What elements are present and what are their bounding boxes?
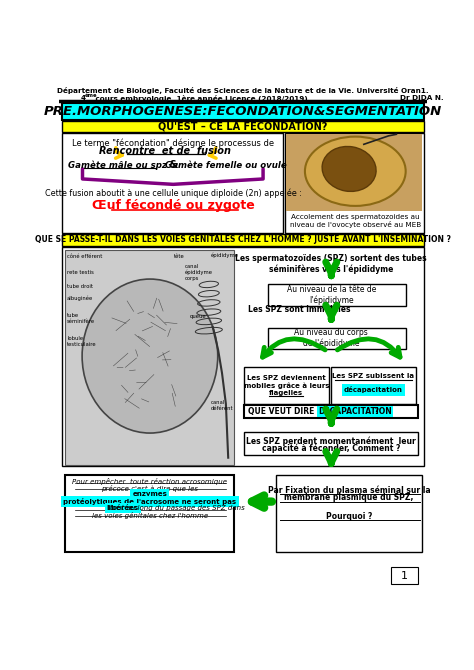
Text: protéolytiques de l'acrosome ne seront pas: protéolytiques de l'acrosome ne seront p…: [64, 498, 237, 505]
Text: Les SPZ perdent momentanément  leur: Les SPZ perdent momentanément leur: [246, 436, 416, 446]
Text: Les SPZ deviennent: Les SPZ deviennent: [247, 375, 326, 381]
Text: Les spermatozoïdes (SPZ) sortent des tubes
séminifères vers l'épididyme: Les spermatozoïdes (SPZ) sortent des tub…: [236, 254, 427, 273]
Text: les voies génitales chez l'homme: les voies génitales chez l'homme: [92, 512, 208, 519]
Text: canal
déférent: canal déférent: [210, 400, 233, 411]
Text: membrane plasmique du SPZ,: membrane plasmique du SPZ,: [284, 493, 414, 502]
Text: Dr DIDA N.: Dr DIDA N.: [400, 95, 444, 101]
Text: Rencontre  et de  fusion: Rencontre et de fusion: [100, 146, 231, 156]
Text: Les SPZ subissent la: Les SPZ subissent la: [332, 373, 414, 379]
Text: décapacitation: décapacitation: [344, 387, 402, 393]
Ellipse shape: [322, 147, 376, 192]
Text: tout au long du passage des SPZ dans: tout au long du passage des SPZ dans: [109, 505, 245, 511]
Text: tube droit: tube droit: [67, 283, 93, 289]
Text: ème: ème: [85, 94, 98, 98]
Text: corps: corps: [185, 276, 199, 281]
Text: côné efférent: côné efférent: [67, 255, 102, 259]
Text: QU'EST – CE LA FECONDATION?: QU'EST – CE LA FECONDATION?: [158, 121, 328, 131]
Text: Œuf fécondé ou zygote: Œuf fécondé ou zygote: [92, 200, 255, 212]
Text: Département de Biologie, Faculté des Sciences de la Nature et de la Vie. Univers: Département de Biologie, Faculté des Sci…: [57, 86, 429, 94]
Text: lobule
testiculaire: lobule testiculaire: [67, 336, 97, 347]
Bar: [63, 133, 283, 233]
Text: tête: tête: [174, 255, 185, 259]
Text: mobiles grâce à leurs: mobiles grâce à leurs: [244, 383, 329, 389]
Text: Au niveau de la tête de
l'épididyme: Au niveau de la tête de l'épididyme: [287, 285, 376, 306]
Text: précoce c'est-à-dire que les: précoce c'est-à-dire que les: [101, 484, 199, 492]
Text: épididyme: épididyme: [185, 270, 213, 275]
Bar: [63, 247, 423, 466]
Text: QUE SE PASSE-T-IL DANS LES VOIES GENITALES CHEZ L'HOMME ? JUSTE AVANT L'INSEMINA: QUE SE PASSE-T-IL DANS LES VOIES GENITAL…: [35, 235, 451, 245]
Text: DECAPACITATION: DECAPACITATION: [318, 407, 392, 416]
Text: 4: 4: [81, 95, 86, 101]
Text: canal: canal: [185, 264, 199, 269]
Text: épididyme: épididyme: [210, 253, 238, 259]
Bar: [286, 134, 422, 211]
Text: Pour empêcher  toute réaction acrosomique: Pour empêcher toute réaction acrosomique: [73, 478, 228, 486]
Text: Gamète femelle ou ovule: Gamète femelle ou ovule: [165, 161, 287, 170]
Bar: [268, 285, 406, 306]
Bar: [245, 405, 418, 417]
Text: 1: 1: [401, 571, 408, 580]
Text: albuginée: albuginée: [67, 296, 93, 302]
Text: Cette fusion aboutit à une cellule unique diploide (2n) appelée :: Cette fusion aboutit à une cellule uniqu…: [45, 189, 301, 198]
Text: enzymes: enzymes: [133, 491, 167, 497]
Text: rete testis: rete testis: [67, 270, 94, 275]
Bar: [285, 133, 423, 233]
Text: PRE.MORPHOGENESE:FECONDATION&SEGMENTATION: PRE.MORPHOGENESE:FECONDATION&SEGMENTATIO…: [44, 105, 442, 118]
Text: QUE VEUT DIRE: QUE VEUT DIRE: [248, 407, 317, 416]
Text: tube
séminifère: tube séminifère: [67, 313, 95, 324]
Text: cours embryologie. 1ère année Licence (2018/2019): cours embryologie. 1ère année Licence (2…: [93, 95, 308, 102]
Bar: [63, 103, 423, 120]
Ellipse shape: [82, 279, 218, 433]
Text: ?: ?: [373, 407, 379, 416]
Text: Gamète mâle ou spz: Gamète mâle ou spz: [68, 160, 167, 170]
Bar: [245, 367, 329, 404]
Bar: [63, 234, 423, 246]
Bar: [63, 121, 423, 132]
Text: &: &: [168, 160, 178, 170]
Text: Les SPZ sont immobiles: Les SPZ sont immobiles: [248, 306, 351, 314]
Text: Au niveau du corps
de l'épididyme: Au niveau du corps de l'épididyme: [294, 328, 368, 348]
Bar: [65, 250, 235, 466]
Text: capacité à féconder, Comment ?: capacité à féconder, Comment ?: [262, 443, 401, 452]
Bar: [391, 567, 418, 584]
Text: Accolement des spermatozoides au
niveau de l'ovocyte observé au MEB: Accolement des spermatozoides au niveau …: [290, 214, 421, 228]
Ellipse shape: [305, 137, 406, 206]
Bar: [245, 431, 418, 455]
Text: queue: queue: [190, 314, 206, 320]
Text: flagelles: flagelles: [269, 390, 303, 396]
Bar: [331, 367, 416, 404]
Bar: [276, 474, 422, 551]
Bar: [65, 474, 235, 551]
Text: Le terme "fécondation" désigne le processus de: Le terme "fécondation" désigne le proces…: [72, 138, 274, 147]
Text: Pourquoi ?: Pourquoi ?: [326, 512, 372, 521]
Text: Par Fixation du plasma séminal sur la: Par Fixation du plasma séminal sur la: [268, 485, 430, 494]
Bar: [268, 328, 406, 349]
Text: libérées: libérées: [107, 505, 139, 511]
